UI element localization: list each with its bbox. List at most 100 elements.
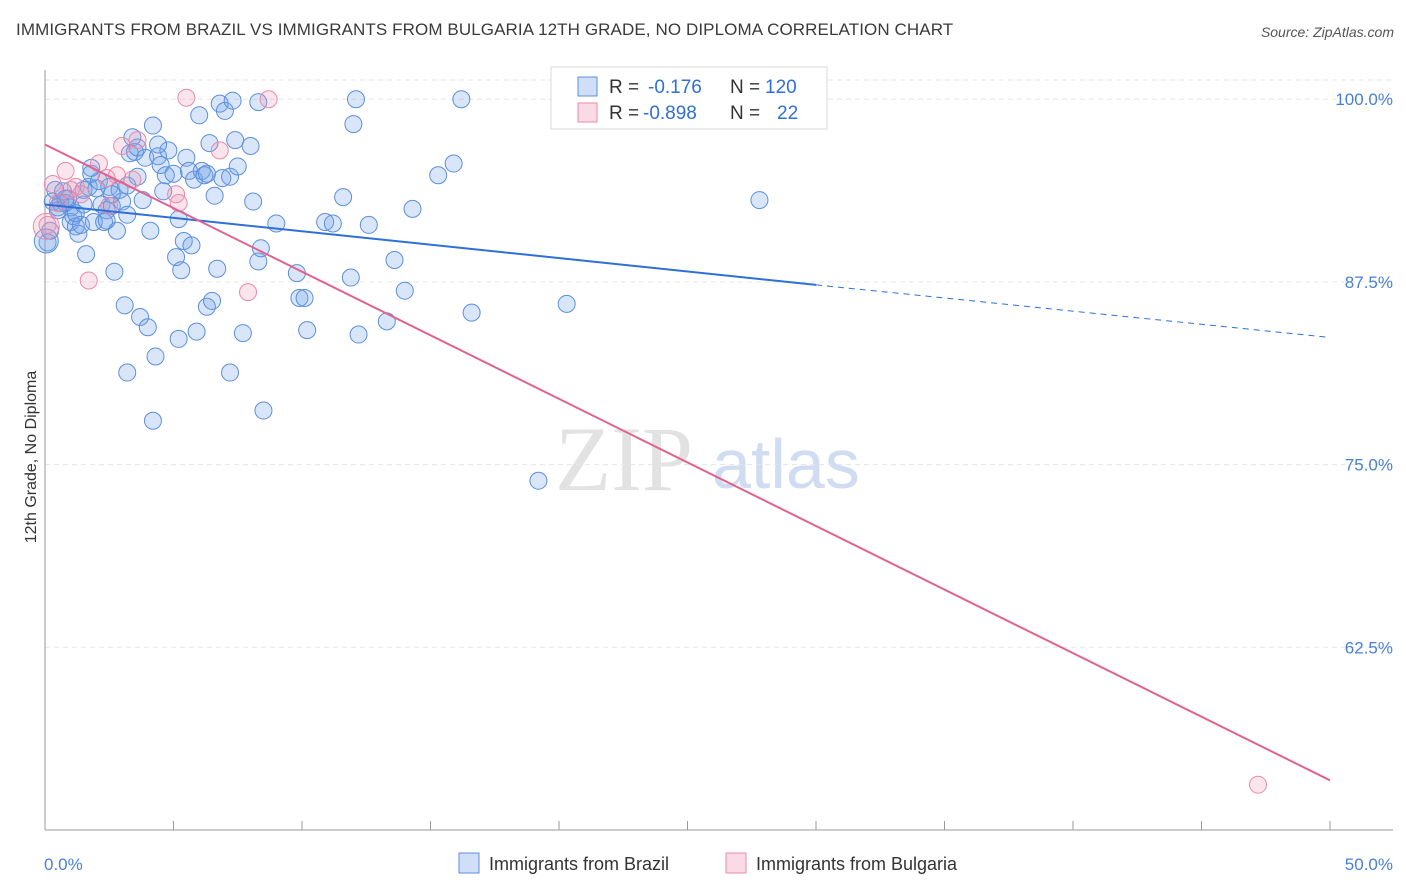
bulgaria-point-0: [38, 215, 57, 234]
brazil-point-53: [172, 261, 191, 280]
legend-n-label-1: N =: [730, 103, 760, 124]
x-tick-label-0: 0.0%: [44, 855, 83, 874]
brazil-point-52: [169, 329, 188, 348]
brazil-point-55: [177, 148, 196, 167]
brazil-point-60: [190, 106, 209, 125]
brazil-point-65: [203, 291, 222, 310]
legend-n-value-0: 120: [765, 77, 797, 98]
axes: [44, 70, 1393, 831]
brazil-point-78: [249, 252, 268, 271]
brazil-point-94: [377, 312, 396, 331]
bulgaria-point-large: [32, 212, 60, 240]
bottom-legend-swatch-brazil: [458, 852, 480, 874]
brazil-point-93: [359, 215, 378, 234]
brazil-point-101: [462, 303, 481, 322]
brazil-point-33: [118, 205, 137, 224]
chart-title: IMMIGRANTS FROM BRAZIL VS IMMIGRANTS FRO…: [16, 20, 954, 39]
brazil-point-92: [349, 325, 368, 344]
bulgaria-point-1: [43, 175, 62, 193]
brazil-point-105: [118, 363, 137, 382]
legend-box: R = -0.176 N = 120 R = -0.898 N = 22: [550, 66, 828, 130]
brazil-point-106: [143, 411, 162, 430]
bulgaria-point-6: [79, 271, 98, 290]
y-tick-label-3: 62.5%: [1345, 638, 1393, 657]
brazil-point-39: [133, 191, 152, 210]
bulgaria-point-2: [48, 194, 67, 212]
bulgaria-point-3: [56, 161, 75, 180]
brazil-point-32: [115, 296, 134, 315]
brazil-point-108: [128, 138, 147, 157]
brazil-point-83: [290, 289, 309, 307]
bulgaria-point-16: [177, 88, 196, 107]
brazil-point-71: [221, 167, 240, 186]
brazil-point-73: [226, 131, 245, 150]
brazil-point-80: [254, 401, 273, 420]
brazil-point-85: [298, 321, 317, 340]
brazil-point-66: [205, 186, 224, 205]
bulgaria-point-18: [239, 283, 258, 302]
legend-r-label-0: R =: [609, 77, 639, 98]
y-tick-labels: 100.0% 87.5% 75.0% 62.5%: [1335, 90, 1393, 657]
brazil-point-115: [197, 164, 216, 183]
brazil-point-43: [143, 116, 162, 135]
brazil-point-38: [131, 308, 150, 326]
legend-swatch-brazil: [577, 76, 598, 97]
trend-lines: [44, 143, 1331, 782]
legend-n-value-1: 22: [777, 103, 798, 124]
brazil-point-74: [228, 157, 247, 176]
brazil-point-63: [197, 297, 216, 316]
brazil-point-97: [403, 199, 422, 218]
trend-line-bulgaria: [44, 143, 1331, 782]
brazil-point-100: [452, 90, 471, 109]
bulgaria-point-21: [61, 180, 80, 199]
bulgaria-point-20: [1249, 775, 1268, 794]
brazil-point-48: [156, 166, 175, 185]
brazil-point-large: [33, 228, 59, 254]
brazil-point-96: [395, 281, 414, 300]
brazil-point-72: [223, 91, 242, 110]
legend-r-label-1: R =: [609, 103, 639, 124]
brazil-point-59: [187, 322, 206, 341]
brazil-point-95: [385, 251, 404, 269]
bulgaria-point-19: [259, 90, 278, 109]
bottom-legend-label-brazil: Immigrants from Brazil: [489, 854, 669, 874]
brazil-point-89: [341, 268, 360, 287]
watermark-zip: ZIP: [555, 408, 693, 510]
watermark-atlas: atlas: [712, 425, 860, 503]
brazil-point-87: [323, 214, 342, 233]
legend-n-label-0: N =: [730, 77, 760, 98]
bottom-legend-swatch-bulgaria: [725, 852, 747, 874]
brazil-point-99: [444, 154, 463, 173]
y-tick-label-2: 75.0%: [1345, 456, 1393, 475]
legend-swatch-bulgaria: [577, 102, 598, 123]
brazil-point-110: [249, 93, 268, 112]
bulgaria-point-15: [169, 194, 188, 212]
y-axis-title: 12th Grade, No Diploma: [23, 371, 40, 544]
brazil-point-20: [84, 213, 103, 231]
brazil-point-57: [182, 236, 201, 255]
bottom-legend-label-bulgaria: Immigrants from Bulgaria: [756, 854, 958, 874]
brazil-point-109: [149, 135, 168, 154]
y-tick-label-0: 100.0%: [1335, 90, 1393, 109]
brazil-point-49: [159, 141, 178, 160]
gridlines: [45, 79, 1393, 648]
bulgaria-point-17: [210, 141, 229, 160]
brazil-point-91: [346, 90, 365, 109]
brazil-point-67: [208, 259, 227, 278]
brazil-point-18: [79, 177, 98, 196]
brazil-point-107: [221, 363, 240, 382]
bulgaria-point-13: [128, 131, 147, 150]
brazil-point-17: [77, 245, 96, 264]
brazil-point-118: [97, 211, 116, 230]
bottom-legend: Immigrants from Brazil Immigrants from B…: [458, 852, 958, 874]
brazil-point-113: [102, 185, 121, 204]
series-bulgaria-points: [32, 88, 1268, 794]
brazil-point-46: [151, 156, 170, 174]
brazil-point-40: [136, 148, 155, 167]
y-tick-label-1: 87.5%: [1345, 273, 1393, 292]
brazil-point-42: [141, 221, 160, 240]
bulgaria-point-5: [71, 185, 90, 204]
brazil-point-44: [146, 347, 165, 366]
brazil-point-90: [344, 115, 363, 134]
